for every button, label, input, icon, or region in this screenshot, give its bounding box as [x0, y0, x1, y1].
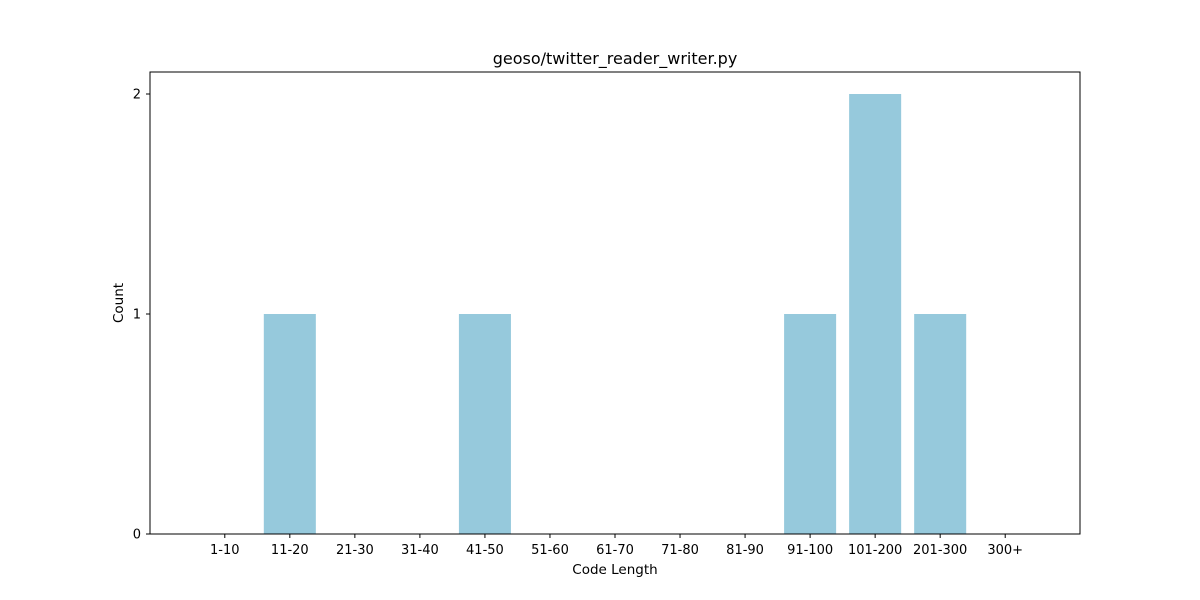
x-tick-label: 1-10: [210, 543, 240, 558]
bar-91-100: [784, 314, 837, 534]
bars-layer: [263, 94, 967, 534]
x-tick-label: 11-20: [271, 543, 309, 558]
y-axis-label: Count: [111, 283, 127, 323]
x-axis-label: Code Length: [572, 562, 657, 578]
bar-11-20: [263, 314, 316, 534]
bar-201-300: [914, 314, 967, 534]
x-tick-label: 31-40: [401, 543, 439, 558]
x-tick-label: 61-70: [596, 543, 634, 558]
bar-41-50: [458, 314, 511, 534]
chart-title: geoso/twitter_reader_writer.py: [493, 49, 738, 69]
x-tick-label: 300+: [987, 543, 1023, 558]
x-tick-label: 51-60: [531, 543, 569, 558]
x-tick-label: 41-50: [466, 543, 504, 558]
bar-101-200: [849, 94, 902, 534]
x-axis-ticks: 1-10 11-20 21-30 31-40 41-50 51-60 61-70 71-80 8…: [210, 534, 1023, 558]
x-tick-label: 81-90: [726, 543, 764, 558]
y-tick-label: 2: [133, 88, 141, 103]
y-tick-label: 0: [133, 528, 141, 543]
x-tick-label: 21-30: [336, 543, 374, 558]
x-tick-label: 101-200: [848, 543, 902, 558]
y-tick-label: 1: [133, 308, 141, 323]
x-tick-label: 71-80: [661, 543, 699, 558]
y-axis-ticks: 0 1 2: [133, 88, 150, 543]
x-tick-label: 201-300: [913, 543, 967, 558]
x-tick-label: 91-100: [787, 543, 833, 558]
